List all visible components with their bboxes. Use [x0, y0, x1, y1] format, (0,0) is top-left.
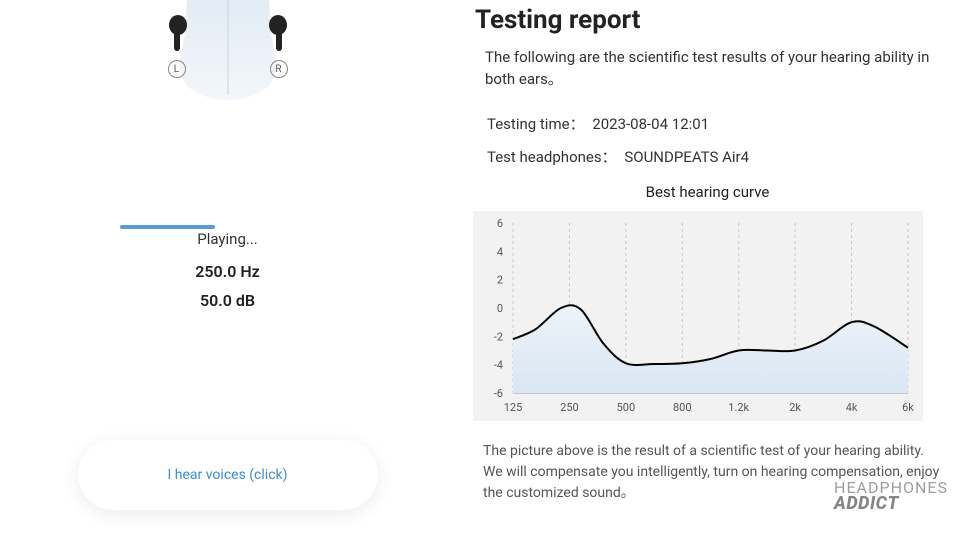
testing-time-row: Testing time： 2023-08-04 12:01 [475, 113, 940, 134]
left-earbud-icon [163, 15, 189, 53]
svg-text:4: 4 [497, 245, 503, 258]
report-description: The following are the scientific test re… [475, 47, 940, 91]
svg-text:-4: -4 [494, 358, 503, 371]
svg-text:4k: 4k [846, 401, 858, 414]
progress-bar [120, 225, 215, 229]
svg-text:-2: -2 [494, 330, 503, 343]
test-headphones-label: Test headphones： [487, 148, 617, 166]
svg-text:125: 125 [504, 401, 523, 414]
svg-text:250: 250 [560, 401, 579, 414]
hearing-test-panel: L R Playing... 250.0 Hz 50.0 dB I hear v… [0, 0, 455, 540]
testing-report-panel: Testing report The following are the sci… [455, 0, 960, 540]
svg-text:500: 500 [617, 401, 636, 414]
hearing-curve-chart: 6 4 2 0 -2 -4 -6125 250 500 800 1.2k 2k 4k 6k [473, 211, 923, 421]
test-headphones-value: SOUNDPEATS Air4 [624, 148, 749, 166]
report-title: Testing report [475, 5, 940, 35]
testing-time-label: Testing time： [487, 115, 585, 133]
testing-time-value: 2023-08-04 12:01 [592, 115, 709, 133]
right-indicator: R [270, 60, 288, 78]
chart-title: Best hearing curve [475, 183, 940, 201]
svg-text:0: 0 [497, 302, 503, 315]
playing-status: Playing... 250.0 Hz 50.0 dB [0, 230, 455, 310]
svg-text:2k: 2k [789, 401, 801, 414]
decibel-value: 50.0 dB [0, 291, 455, 310]
svg-text:2: 2 [497, 273, 503, 286]
right-earbud-icon [267, 15, 293, 53]
left-indicator: L [168, 60, 186, 78]
svg-text:1.2k: 1.2k [728, 401, 749, 414]
playing-label: Playing... [0, 230, 455, 248]
chart-svg: 6 4 2 0 -2 -4 -6125 250 500 800 1.2k 2k 4k 6k [473, 211, 923, 421]
earbuds-illustration: L R [103, 0, 353, 100]
frequency-value: 250.0 Hz [0, 262, 455, 281]
report-footer-text: The picture above is the result of a sci… [475, 441, 940, 504]
hear-voices-button[interactable]: I hear voices (click) [78, 440, 378, 510]
svg-text:6k: 6k [902, 401, 914, 414]
hear-voices-label: I hear voices (click) [168, 467, 288, 483]
svg-text:6: 6 [497, 217, 503, 230]
svg-text:-6: -6 [494, 387, 503, 400]
svg-text:800: 800 [673, 401, 692, 414]
test-headphones-row: Test headphones： SOUNDPEATS Air4 [475, 146, 940, 167]
